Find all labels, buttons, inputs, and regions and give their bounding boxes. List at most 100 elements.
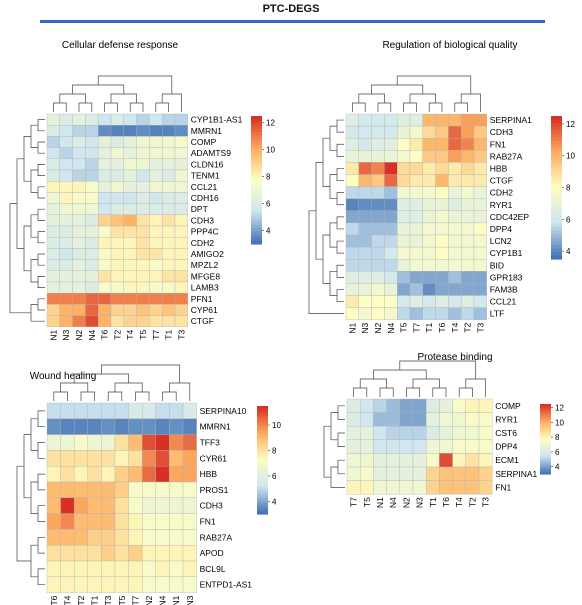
column-label: T5	[399, 322, 409, 332]
heatmap-cell	[72, 304, 86, 316]
heatmap-cell	[461, 283, 475, 296]
heatmap-cell	[386, 412, 400, 427]
row-dendrogram-branch	[336, 119, 344, 133]
column-label: T2	[467, 497, 477, 507]
colorbar-segment	[540, 411, 551, 414]
heatmap-cell	[397, 113, 411, 127]
column-dendrogram-branch	[403, 102, 417, 112]
colorbar-segment	[540, 456, 551, 459]
colorbar-segment	[540, 453, 551, 456]
heatmap-cell	[136, 270, 150, 283]
row-dendrogram-branch	[322, 137, 330, 187]
column-dendrogram-branch	[396, 75, 472, 94]
heatmap-cell	[461, 186, 475, 199]
heatmap-cell	[123, 304, 137, 316]
heatmap-cell	[162, 136, 176, 148]
heatmap-cell	[101, 545, 116, 562]
heatmap-cell	[162, 125, 176, 137]
row-label: RAB27A	[490, 151, 523, 161]
heatmap-cell	[110, 125, 124, 137]
row-label: MMRN1	[200, 422, 231, 432]
row-label: RAB27A	[200, 532, 233, 542]
main-title: PTC-DEGS	[262, 3, 320, 15]
colorbar-segment	[257, 508, 268, 512]
colorbar-segment	[257, 443, 268, 448]
colorbar-segment	[551, 158, 562, 164]
heatmap-cell	[409, 125, 423, 139]
heatmap-cell	[465, 426, 480, 440]
row-dendrogram-branch	[37, 141, 45, 154]
row-dendrogram-branch	[37, 473, 45, 491]
heatmap-cell	[98, 315, 112, 327]
row-label: RYR1	[495, 414, 518, 424]
heatmap-cell	[169, 576, 184, 593]
colorbar-segment	[551, 130, 562, 135]
colorbar-segment	[551, 230, 562, 235]
heatmap-cell	[110, 158, 124, 171]
heatmap-cell	[371, 259, 385, 272]
heatmap-cell	[412, 412, 427, 427]
heatmap-cell	[87, 560, 102, 577]
heatmap-cell	[448, 113, 462, 127]
heatmap-cell	[422, 162, 436, 175]
heatmap-cell	[461, 113, 475, 127]
panel-title: Cellular defense response	[62, 40, 179, 51]
panel-title: Protease binding	[417, 352, 492, 363]
colorbar-segment	[551, 141, 562, 146]
heatmap-cell	[162, 281, 176, 294]
heatmap-cell	[87, 497, 102, 514]
heatmap-cell	[182, 560, 197, 577]
heatmap-cell	[358, 283, 372, 296]
heatmap-cell	[409, 246, 423, 260]
heatmap-cell	[46, 147, 60, 159]
heatmap-cell	[448, 259, 462, 272]
heatmap-cell	[98, 181, 112, 193]
heatmap-cell	[435, 198, 449, 211]
heatmap-cell	[478, 439, 493, 454]
heatmap-cell	[174, 214, 188, 227]
heatmap-cell	[72, 259, 86, 271]
heatmap-cell	[155, 497, 170, 514]
colorbar-segment	[540, 467, 551, 470]
heatmap-cell	[87, 545, 102, 562]
heatmap-cell	[149, 259, 163, 271]
heatmap-cell	[72, 203, 86, 215]
heatmap-cell	[346, 426, 361, 440]
heatmap-cell	[174, 225, 188, 238]
heatmap-cell	[397, 222, 411, 236]
heatmap-cell	[72, 281, 86, 294]
heatmap-cell	[74, 402, 88, 419]
heatmap-cell	[346, 466, 361, 481]
colorbar-segment	[551, 169, 562, 174]
heatmap-cell	[136, 181, 150, 193]
colorbar-segment	[257, 497, 268, 502]
heatmap-cell	[384, 138, 398, 151]
colorbar-segment	[257, 492, 268, 496]
colorbar-segment	[540, 414, 551, 417]
heatmap-cell	[473, 234, 487, 248]
colorbar-segment	[540, 405, 551, 409]
heatmap-cell	[85, 248, 99, 260]
row-dendrogram-branch	[329, 270, 337, 296]
heatmap-cell	[85, 203, 99, 215]
heatmap-cell	[110, 113, 124, 126]
heatmap-cell	[448, 246, 462, 260]
heatmap-cell	[85, 147, 99, 159]
heatmap-cell	[149, 125, 163, 137]
heatmap-cell	[174, 158, 188, 171]
heatmap-cell	[358, 295, 372, 308]
colorbar-segment	[540, 461, 551, 465]
heatmap-cell	[46, 281, 60, 294]
column-dendrogram-branch	[53, 102, 67, 112]
heatmap-cell	[110, 214, 124, 227]
column-dendrogram-branch	[72, 84, 125, 94]
heatmap-cell	[60, 576, 75, 593]
heatmap-cell	[101, 576, 116, 593]
colorbar-segment	[251, 144, 262, 149]
heatmap-cell	[439, 466, 453, 481]
heatmap-cell	[345, 198, 359, 211]
heatmap-cell	[59, 248, 73, 260]
colorbar-tick-label: 8	[266, 173, 271, 182]
column-label: T3	[481, 497, 491, 507]
heatmap-cell	[439, 398, 453, 413]
